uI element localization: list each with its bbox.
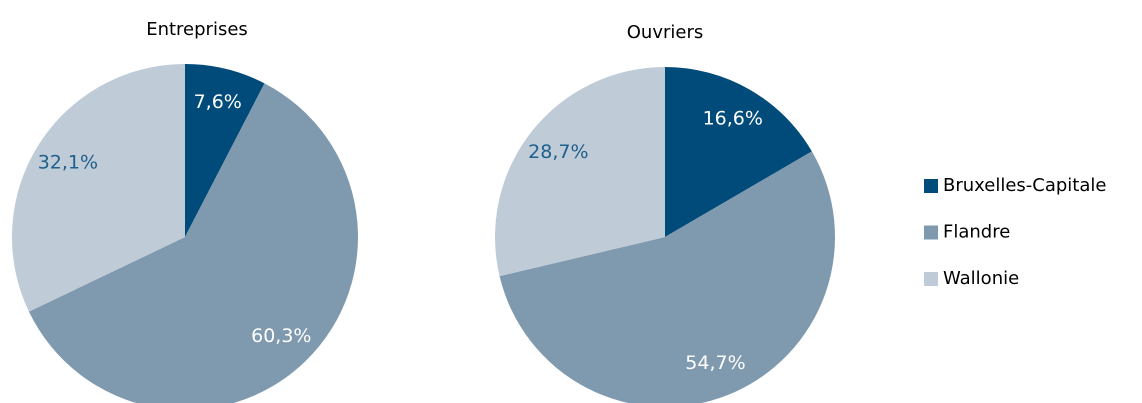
- legend-swatch: [924, 225, 938, 240]
- data-label: 16,6%: [703, 108, 763, 130]
- pie-slice: [185, 64, 265, 237]
- data-label: 7,6%: [194, 91, 242, 113]
- chart-title: Ouvriers: [627, 22, 703, 43]
- pie-slice: [499, 151, 835, 403]
- data-label: 54,7%: [685, 352, 745, 374]
- pie-slice: [495, 67, 665, 277]
- legend-swatch: [924, 179, 938, 193]
- pie-slice: [28, 83, 358, 403]
- legend-label: Wallonie: [943, 268, 1019, 289]
- pie-slice: [665, 67, 812, 237]
- chart-title: Entreprises: [146, 19, 248, 40]
- pie-slice: [11, 64, 185, 312]
- data-label: 32,1%: [38, 152, 98, 174]
- legend-label: Flandre: [943, 222, 1010, 243]
- legend-swatch: [924, 272, 938, 286]
- legend-label: Bruxelles-Capitale: [943, 175, 1106, 196]
- data-label: 60,3%: [251, 325, 311, 347]
- data-label: 28,7%: [528, 141, 588, 163]
